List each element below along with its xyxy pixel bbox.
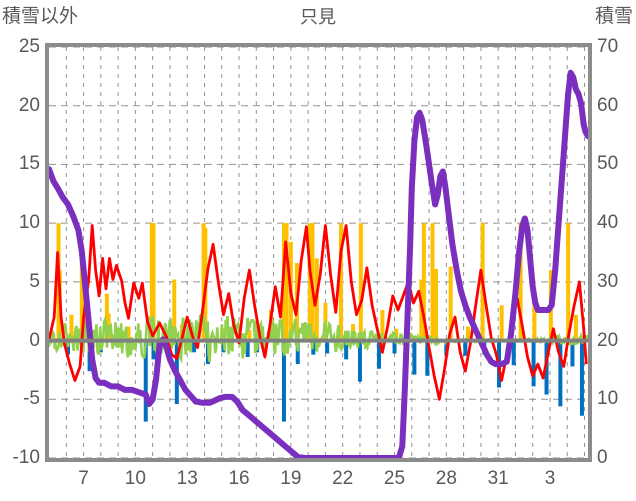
- y-tick-left-0: 0: [29, 329, 40, 351]
- y-tick-left--10: -10: [12, 447, 40, 468]
- y-tick-left-20: 20: [18, 94, 40, 116]
- y-tick-right-70: 70: [597, 36, 619, 57]
- chart-title: 只見: [300, 7, 336, 27]
- y-tick-right-60: 60: [597, 94, 619, 116]
- x-tick-19: 19: [280, 468, 302, 489]
- x-tick-7: 7: [78, 468, 89, 489]
- y-tick-left--5: -5: [23, 388, 40, 410]
- x-tick-25: 25: [383, 468, 406, 489]
- x-tick-28: 28: [435, 468, 457, 489]
- y-tick-left-25: 25: [18, 36, 40, 57]
- x-tick-13: 13: [176, 468, 198, 489]
- x-tick-31: 31: [487, 468, 509, 489]
- x-tick-3: 3: [544, 468, 556, 489]
- plot-svg: [49, 47, 588, 458]
- y-tick-right-10: 10: [597, 388, 619, 410]
- y-tick-right-0: 0: [597, 447, 608, 468]
- y-tick-right-50: 50: [597, 153, 619, 175]
- x-tick-16: 16: [228, 468, 250, 489]
- y-tick-right-30: 30: [597, 270, 619, 292]
- y-tick-left-10: 10: [18, 212, 40, 234]
- y-tick-right-40: 40: [597, 212, 619, 234]
- x-tick-22: 22: [332, 468, 354, 489]
- x-tick-10: 10: [124, 468, 146, 489]
- y-tick-left-5: 5: [29, 270, 40, 292]
- y-tick-right-20: 20: [597, 329, 619, 351]
- plot-area: [49, 47, 588, 458]
- y-tick-left-15: 15: [18, 153, 40, 175]
- right-axis-title: 積雪: [594, 6, 633, 27]
- left-axis-title: 積雪以外: [2, 6, 79, 27]
